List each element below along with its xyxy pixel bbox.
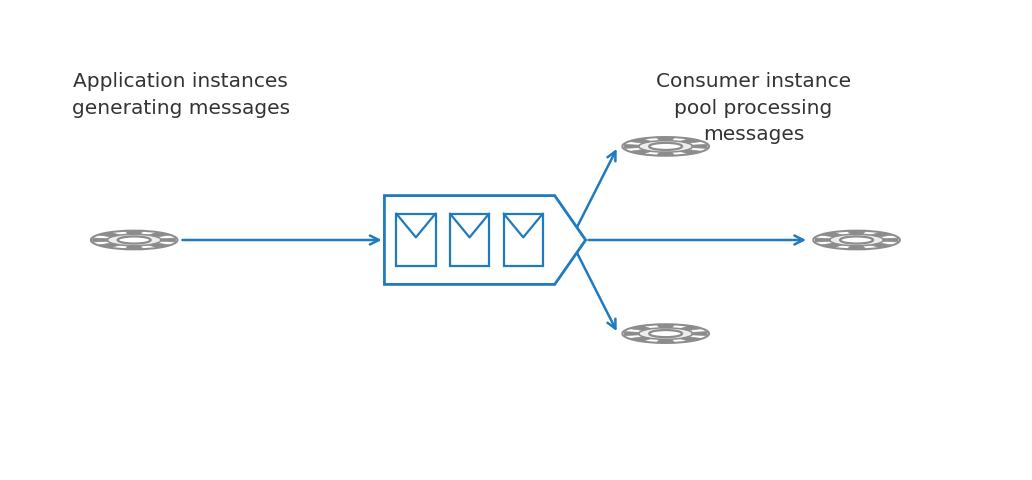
Polygon shape <box>656 152 675 156</box>
Polygon shape <box>871 243 893 248</box>
Polygon shape <box>630 326 651 330</box>
Polygon shape <box>680 150 702 154</box>
Polygon shape <box>691 332 707 336</box>
Polygon shape <box>691 144 707 148</box>
Polygon shape <box>639 328 692 339</box>
Polygon shape <box>847 246 866 249</box>
Polygon shape <box>882 238 898 242</box>
Polygon shape <box>680 326 702 330</box>
Polygon shape <box>98 243 120 248</box>
Polygon shape <box>107 234 161 246</box>
Text: Consumer instance
pool processing
messages: Consumer instance pool processing messag… <box>655 72 851 144</box>
Polygon shape <box>93 238 108 242</box>
Polygon shape <box>656 137 675 141</box>
Polygon shape <box>871 232 893 237</box>
Bar <box>504 214 543 266</box>
Text: Application instances
generating messages: Application instances generating message… <box>71 72 290 118</box>
Polygon shape <box>125 231 143 234</box>
Polygon shape <box>847 231 866 234</box>
Polygon shape <box>820 243 842 248</box>
Polygon shape <box>680 139 702 143</box>
Polygon shape <box>815 238 831 242</box>
Polygon shape <box>624 144 640 148</box>
Polygon shape <box>630 139 651 143</box>
Polygon shape <box>630 337 651 341</box>
Polygon shape <box>98 232 120 237</box>
Polygon shape <box>630 150 651 154</box>
Polygon shape <box>830 234 883 246</box>
Polygon shape <box>656 324 675 328</box>
Polygon shape <box>125 246 143 249</box>
Polygon shape <box>149 232 170 237</box>
Bar <box>396 214 436 266</box>
Polygon shape <box>820 232 842 237</box>
Polygon shape <box>680 337 702 341</box>
Polygon shape <box>624 332 640 336</box>
Polygon shape <box>149 243 170 248</box>
Polygon shape <box>160 238 175 242</box>
Polygon shape <box>384 196 586 284</box>
Polygon shape <box>639 141 692 152</box>
Polygon shape <box>656 339 675 343</box>
Bar <box>450 214 489 266</box>
